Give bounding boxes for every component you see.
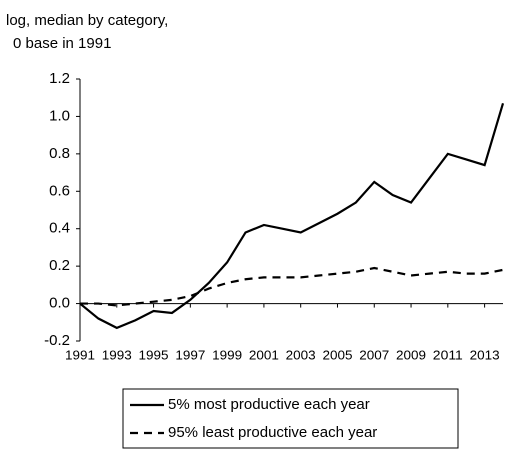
x-tick-label: 2003 — [286, 347, 316, 362]
line-series — [80, 266, 504, 307]
x-tick-label: 2011 — [433, 347, 463, 362]
x-tick-label: 1995 — [139, 347, 169, 362]
legend-label: 5% most productive each year — [168, 396, 370, 413]
x-tick-label: 2007 — [359, 347, 389, 362]
legend-box — [122, 388, 459, 449]
x-tick-label: 1991 — [65, 347, 95, 362]
x-tick-label: 2005 — [322, 347, 352, 362]
x-tick-label: 2009 — [396, 347, 426, 362]
y-tick-label: 0.2 — [49, 257, 70, 274]
legend-label: 95% least productive each year — [168, 424, 377, 441]
y-tick-label: 0.4 — [49, 220, 70, 237]
y-tick-label: 1.0 — [49, 107, 70, 124]
y-tick-label: -0.2 — [44, 332, 70, 349]
y-tick-label: 0.6 — [49, 182, 70, 199]
x-tick-label: 1993 — [102, 347, 132, 362]
y-tick-label: 1.2 — [49, 70, 70, 87]
chart-title: log, median by category, — [6, 12, 168, 29]
chart-title: 0 base in 1991 — [13, 35, 111, 52]
x-tick-label: 2013 — [470, 347, 500, 362]
x-tick-label: 2001 — [249, 347, 279, 362]
x-tick-label: 1999 — [212, 347, 242, 362]
line-series — [79, 103, 505, 330]
x-tick-label: 1997 — [175, 347, 205, 362]
y-tick-label: 0.0 — [49, 295, 70, 312]
y-tick-label: 0.8 — [49, 145, 70, 162]
